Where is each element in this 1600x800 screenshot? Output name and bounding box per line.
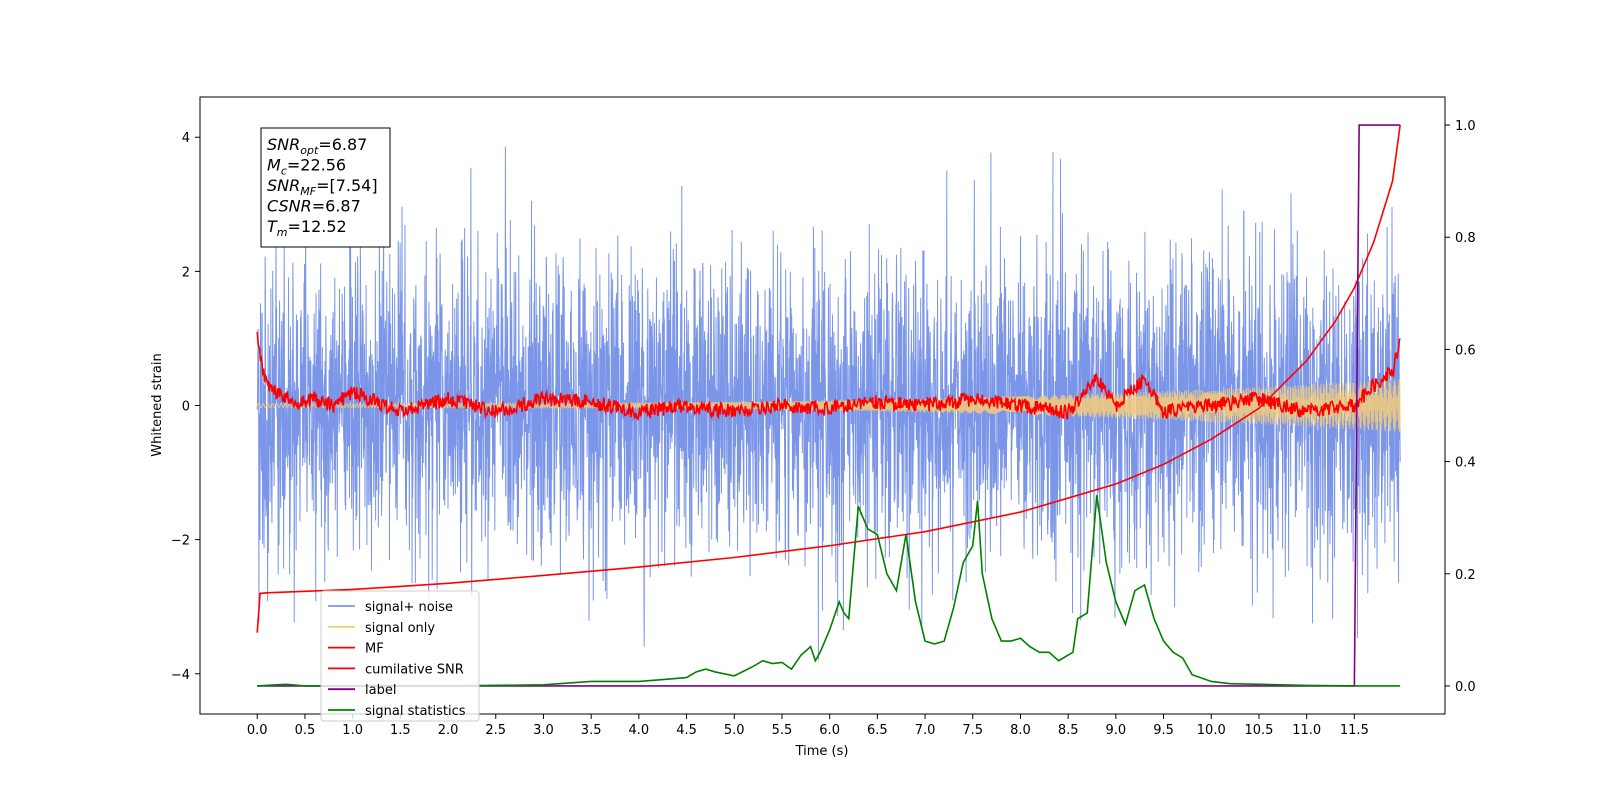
series-signal-only <box>256 379 1401 433</box>
series-signal-noise <box>256 146 1401 661</box>
annotation-line: Tm=12.52 <box>267 217 347 239</box>
x-tick-label: 7.5 <box>962 723 983 738</box>
annotation-line: CSNR=6.87 <box>267 197 361 216</box>
x-tick-label: 2.0 <box>438 723 459 738</box>
series-signal-statistics <box>257 495 1401 687</box>
x-tick-label: 3.5 <box>581 723 602 738</box>
y-right-tick-label: 0.8 <box>1455 231 1476 246</box>
y-right-tick-label: 0.2 <box>1455 568 1476 583</box>
x-axis-label: Time (s) <box>795 744 849 759</box>
x-tick-label: 9.5 <box>1153 723 1174 738</box>
x-tick-label: 10.0 <box>1197 723 1226 738</box>
x-tick-label: 4.0 <box>629 723 650 738</box>
y-axis-left: 4 2 0 −2 −4 <box>171 131 200 683</box>
annotation-line: Mc=22.56 <box>267 156 346 178</box>
x-tick-label: 0.5 <box>295 723 316 738</box>
annotation-line: SNRopt=6.87 <box>267 135 367 157</box>
legend-label: signal only <box>365 621 435 636</box>
x-tick-label: 9.0 <box>1106 723 1127 738</box>
legend-label: MF <box>365 642 384 657</box>
x-tick-label: 10.5 <box>1244 723 1273 738</box>
y-right-tick-label: 0.0 <box>1455 680 1476 695</box>
x-tick-label: 1.5 <box>390 723 411 738</box>
x-tick-label: 0.0 <box>247 723 268 738</box>
legend-label: signal+ noise <box>365 600 453 615</box>
y-left-tick-label: −4 <box>171 668 190 683</box>
y-axis-right: 1.0 0.8 0.6 0.4 0.2 0.0 <box>1445 119 1476 695</box>
y-left-tick-label: 0 <box>182 400 190 415</box>
y-left-tick-label: −2 <box>171 534 190 549</box>
annotation-box: SNRopt=6.87Mc=22.56SNRMF=[7.54]CSNR=6.87… <box>260 127 391 248</box>
y-axis-label-left: Whitened strain <box>150 353 165 456</box>
x-axis: 0.0 0.5 1.0 1.5 2.0 2.5 3.0 3.5 4.0 4.5 5.0 5.5 6.0 6… <box>247 714 1369 738</box>
x-tick-label: 11.5 <box>1340 723 1369 738</box>
x-tick-label: 1.0 <box>342 723 363 738</box>
x-tick-label: 8.5 <box>1058 723 1079 738</box>
legend-label: cumilative SNR <box>365 662 464 677</box>
x-tick-label: 7.0 <box>915 723 936 738</box>
series-cumilative-snr <box>256 124 1401 633</box>
y-right-tick-label: 0.4 <box>1455 456 1476 471</box>
legend: signal+ noise signal only MF cumilative SNR… <box>320 590 480 722</box>
x-tick-label: 5.5 <box>772 723 793 738</box>
x-tick-label: 3.0 <box>533 723 554 738</box>
x-tick-label: 6.0 <box>819 723 840 738</box>
y-right-tick-label: 0.6 <box>1455 343 1476 358</box>
x-tick-label: 5.0 <box>724 723 745 738</box>
legend-label: label <box>365 683 396 698</box>
x-tick-label: 4.5 <box>676 723 697 738</box>
series-label <box>257 124 1401 687</box>
x-tick-label: 2.5 <box>485 723 506 738</box>
plot-area <box>256 124 1401 687</box>
series-mf <box>256 331 1401 421</box>
x-tick-label: 6.5 <box>867 723 888 738</box>
annotation-line: SNRMF=[7.54] <box>267 176 378 198</box>
legend-label: signal statistics <box>365 704 466 719</box>
y-left-tick-label: 2 <box>182 265 190 280</box>
y-right-tick-label: 1.0 <box>1455 119 1476 134</box>
x-tick-label: 8.0 <box>1010 723 1031 738</box>
y-left-tick-label: 4 <box>182 131 190 146</box>
x-tick-label: 11.0 <box>1292 723 1321 738</box>
